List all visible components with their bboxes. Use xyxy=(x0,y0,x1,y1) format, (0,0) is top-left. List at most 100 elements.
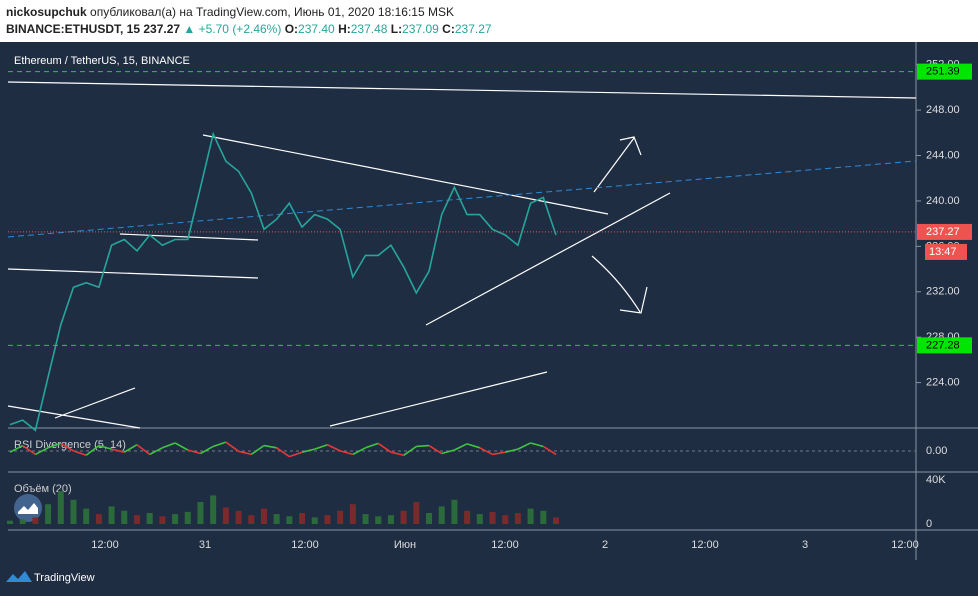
x-tick-label: 2 xyxy=(602,539,608,551)
vol-bar xyxy=(146,513,153,524)
last: 237.27 xyxy=(143,22,181,36)
h: H: xyxy=(338,22,351,36)
vol-bar xyxy=(184,511,191,524)
x-tick-label: 12:00 xyxy=(491,539,519,551)
vol-bar xyxy=(438,506,445,524)
vol-bar xyxy=(286,516,293,524)
rsi-seg xyxy=(542,445,557,456)
vol-bar xyxy=(197,502,204,524)
vol-bar xyxy=(413,502,420,524)
symbol: BINANCE:ETHUSDT, 15 xyxy=(6,22,141,36)
y-tick-label: 244.00 xyxy=(926,149,960,161)
y-tick-label: 224.00 xyxy=(926,376,960,388)
rsi-seg xyxy=(276,447,290,458)
vol-bar xyxy=(349,504,356,524)
channel xyxy=(7,160,917,238)
vol-bar xyxy=(260,508,267,524)
rsi-seg xyxy=(416,444,430,448)
rsi-seg xyxy=(530,442,544,448)
rsi-seg xyxy=(479,447,493,456)
rsi-seg xyxy=(212,441,227,448)
vol-bar xyxy=(514,513,521,524)
vol-bar xyxy=(324,515,331,524)
x-tick-label: 12:00 xyxy=(91,539,119,551)
rsi-seg xyxy=(98,444,112,450)
vol-bar xyxy=(426,513,433,524)
vol-bar xyxy=(387,515,394,524)
rsi-seg xyxy=(238,450,252,456)
rsi-seg xyxy=(123,444,138,453)
vol-bar xyxy=(553,517,559,524)
rsi-seg xyxy=(454,443,468,451)
rsi-seg xyxy=(35,447,49,456)
vol-tick: 40K xyxy=(926,474,946,486)
vol-bar xyxy=(527,508,534,524)
open: 237.40 xyxy=(298,22,335,36)
vol-bar xyxy=(375,516,382,524)
rsi-seg xyxy=(22,444,36,456)
rsi-seg xyxy=(47,442,62,449)
rsi-seg xyxy=(339,450,354,456)
vol-bar xyxy=(108,506,115,524)
rsi-seg xyxy=(301,448,315,453)
vol-bar xyxy=(159,516,166,524)
level-label: 237.27 xyxy=(926,226,960,238)
vol-bar xyxy=(32,517,39,524)
vol-title: Объём (20) xyxy=(14,483,72,495)
price-line xyxy=(9,131,557,432)
published: опубликовал(а) на TradingView.com, Июнь … xyxy=(90,5,454,19)
author: nickosupchuk xyxy=(6,5,87,19)
vol-bar xyxy=(70,499,77,524)
x-tick-label: 12:00 xyxy=(891,539,919,551)
vol-bar xyxy=(502,515,509,524)
x-tick-label: Июн xyxy=(394,539,416,551)
footer-bg xyxy=(0,560,978,596)
vol-bar xyxy=(57,491,64,524)
rsi-seg xyxy=(466,443,481,449)
vol-bar xyxy=(83,508,90,524)
close: 237.27 xyxy=(454,22,492,36)
rsi-seg xyxy=(111,448,125,453)
countdown: 13:47 xyxy=(929,246,957,258)
vol-bar xyxy=(45,504,52,524)
level-box xyxy=(917,63,972,80)
vol-bar xyxy=(133,515,140,524)
vol-bar xyxy=(273,514,280,524)
change: ▲ +5.70 (+2.46%) xyxy=(183,22,282,36)
rsi-title: RSI Divergence (5, 14) xyxy=(14,439,126,451)
level-label: 227.28 xyxy=(926,339,960,351)
rsi-seg xyxy=(403,445,417,456)
rsi-seg xyxy=(9,444,24,453)
l: L: xyxy=(390,22,403,36)
vol-bar xyxy=(540,510,547,524)
rsi-tick: 0.00 xyxy=(926,445,947,457)
vol-bar xyxy=(311,517,318,524)
rsi-seg xyxy=(314,443,328,450)
vol-bar xyxy=(95,514,102,524)
rsi-seg xyxy=(352,447,366,456)
vol-bar xyxy=(210,495,217,524)
pane-title: Ethereum / TetherUS, 15, BINANCE xyxy=(14,55,190,67)
chart-bg xyxy=(0,42,978,560)
rsi-seg xyxy=(60,442,74,452)
rsi-seg xyxy=(187,449,201,455)
vol-bar xyxy=(248,515,255,524)
rsi-seg xyxy=(428,444,443,455)
vol-bar xyxy=(464,510,471,524)
rsi-seg xyxy=(250,444,265,456)
drawings xyxy=(7,81,917,429)
c: C: xyxy=(442,22,455,36)
high: 237.48 xyxy=(350,22,388,36)
level-box xyxy=(917,337,972,354)
logo xyxy=(14,494,42,522)
brand: TradingView xyxy=(34,572,95,584)
x-tick-label: 12:00 xyxy=(291,539,319,551)
vol-tick: 0 xyxy=(926,518,932,530)
x-tick-label: 12:00 xyxy=(691,539,719,551)
rsi-seg xyxy=(200,445,214,455)
rsi-seg xyxy=(441,449,455,455)
vol-bar xyxy=(451,499,458,524)
vol-bar xyxy=(7,520,13,524)
